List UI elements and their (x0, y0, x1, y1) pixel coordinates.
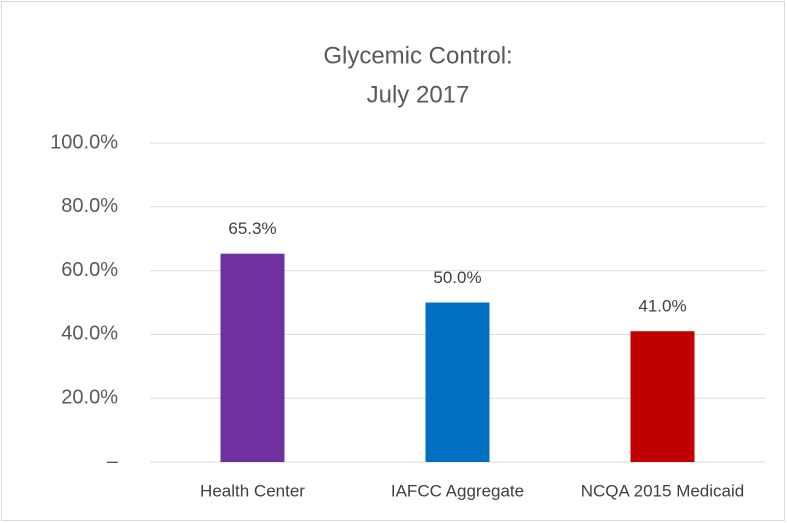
y-tick-label: 60.0% (61, 259, 118, 281)
bar (630, 331, 695, 462)
chart-title: July 2017 (367, 81, 470, 108)
y-tick-label: 80.0% (61, 195, 118, 217)
y-tick-label: 100.0% (50, 131, 118, 153)
bar (425, 302, 490, 462)
x-tick-label: NCQA 2015 Medicaid (581, 481, 744, 500)
x-tick-label: IAFCC Aggregate (391, 481, 524, 500)
data-label: 50.0% (433, 268, 481, 287)
y-tick-label: 40.0% (61, 323, 118, 345)
data-label: 65.3% (228, 219, 276, 238)
data-label: 41.0% (638, 297, 686, 316)
y-tick-label: 20.0% (61, 386, 118, 408)
y-tick-label: – (107, 450, 119, 472)
chart-title: Glycemic Control: (323, 42, 512, 69)
bar (220, 253, 285, 462)
x-tick-label: Health Center (200, 481, 305, 500)
